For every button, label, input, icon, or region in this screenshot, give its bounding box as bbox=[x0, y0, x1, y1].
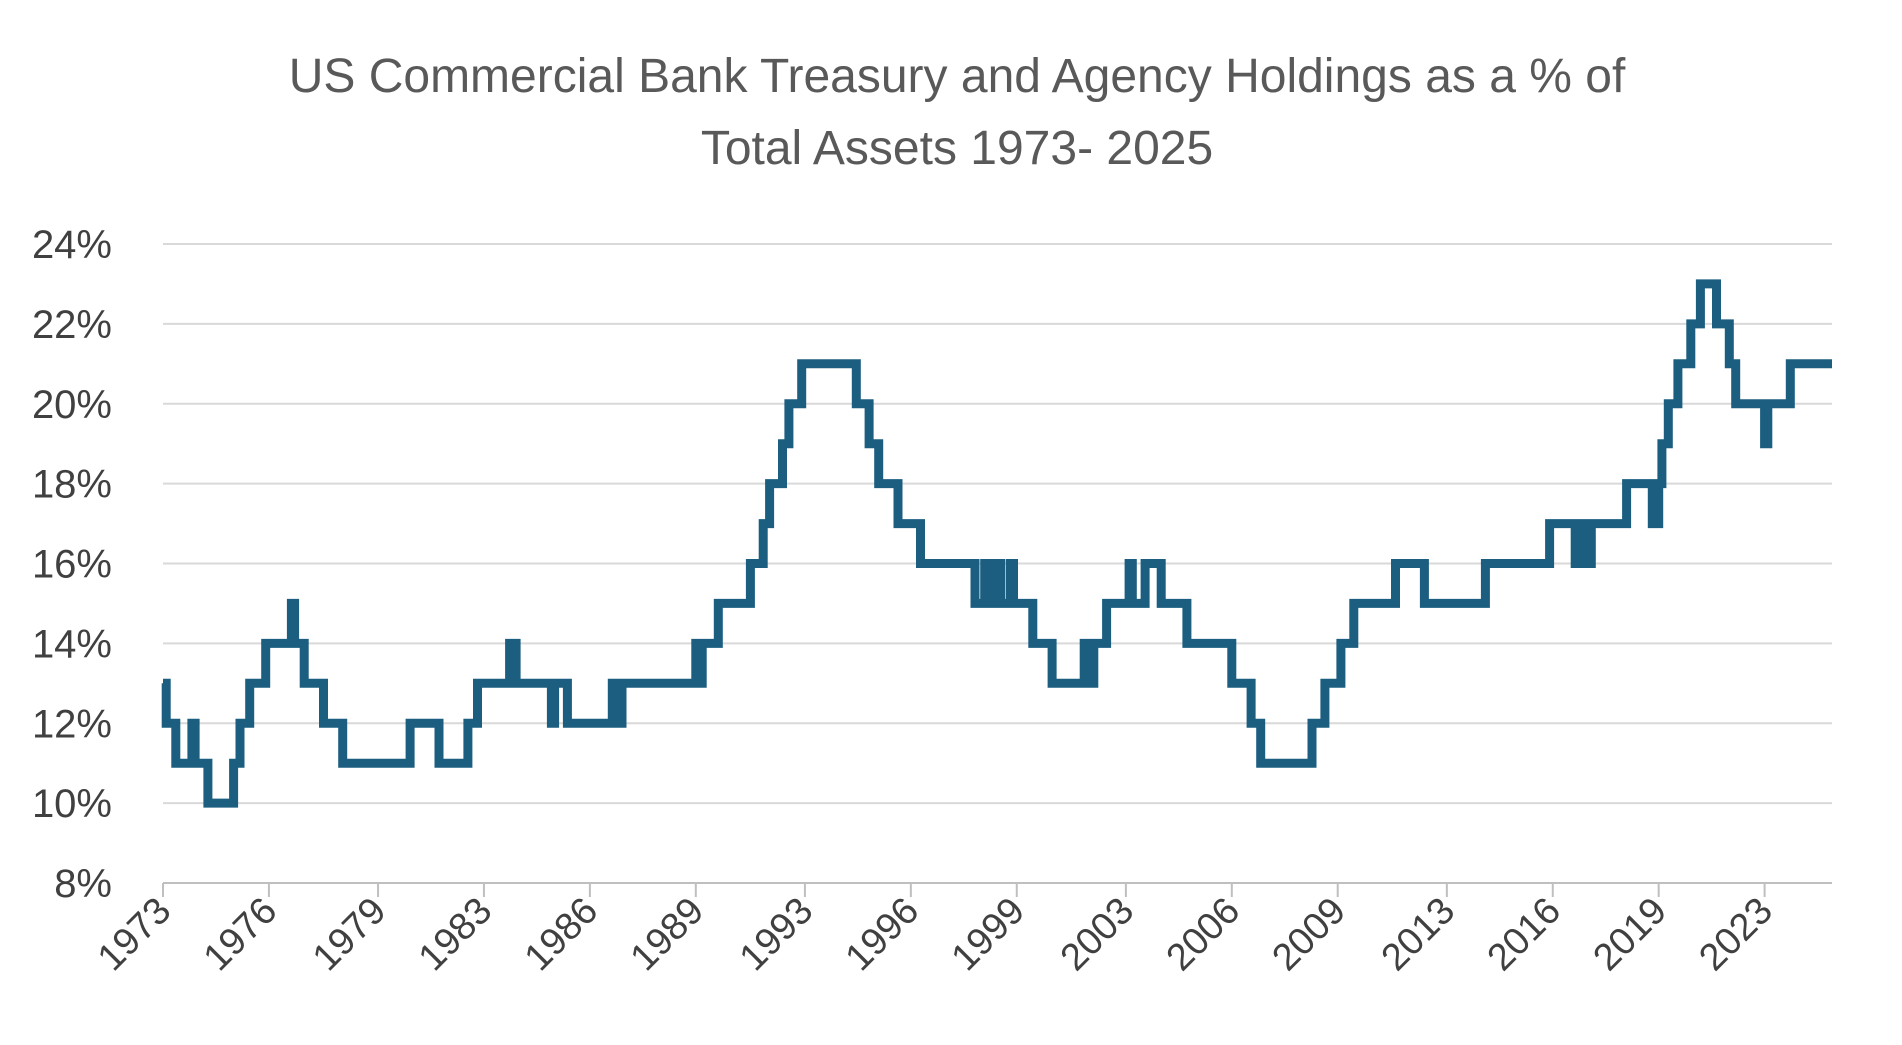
x-tick-label: 1979 bbox=[305, 890, 394, 979]
x-tick-label: 1983 bbox=[411, 890, 500, 979]
chart-title-line-2: Total Assets 1973- 2025 bbox=[701, 122, 1213, 175]
x-tick-label: 1999 bbox=[944, 890, 1033, 979]
y-tick-label: 18% bbox=[32, 463, 112, 507]
chart-title-line-1: US Commercial Bank Treasury and Agency H… bbox=[289, 50, 1626, 103]
series-line-0 bbox=[161, 279, 1832, 808]
y-tick-label: 20% bbox=[32, 383, 112, 427]
chart-title: US Commercial Bank Treasury and Agency H… bbox=[289, 50, 1626, 175]
y-tick-label: 14% bbox=[32, 622, 112, 666]
x-axis-labels: 1973 1976 1979 1983 1986 1989 1993 1996 1999 2003… bbox=[90, 890, 1781, 979]
y-tick-label: 8% bbox=[54, 862, 112, 906]
x-tick-label: 1976 bbox=[196, 890, 285, 979]
x-tick-label: 2013 bbox=[1374, 890, 1463, 979]
x-tick-label: 1993 bbox=[732, 890, 821, 979]
y-tick-label: 22% bbox=[32, 303, 112, 347]
x-tick-label: 2009 bbox=[1265, 890, 1354, 979]
x-tick-label: 2023 bbox=[1691, 890, 1780, 979]
x-tick-label: 1986 bbox=[517, 890, 606, 979]
series-group bbox=[161, 279, 1832, 808]
x-tick-label: 2016 bbox=[1480, 890, 1569, 979]
y-tick-label: 12% bbox=[32, 702, 112, 746]
x-tick-label: 2003 bbox=[1053, 890, 1142, 979]
x-tick-label: 2006 bbox=[1159, 890, 1248, 979]
y-axis-labels: 8% 10% 12% 14% 16% 18% 20% 22% 24% bbox=[32, 223, 112, 906]
y-tick-label: 24% bbox=[32, 223, 112, 267]
y-tick-label: 16% bbox=[32, 543, 112, 587]
x-tick-label: 2019 bbox=[1586, 890, 1675, 979]
x-tick-label: 1989 bbox=[623, 890, 712, 979]
x-axis-ticks bbox=[162, 883, 1766, 897]
y-tick-label: 10% bbox=[32, 782, 112, 826]
x-tick-label: 1996 bbox=[838, 890, 927, 979]
